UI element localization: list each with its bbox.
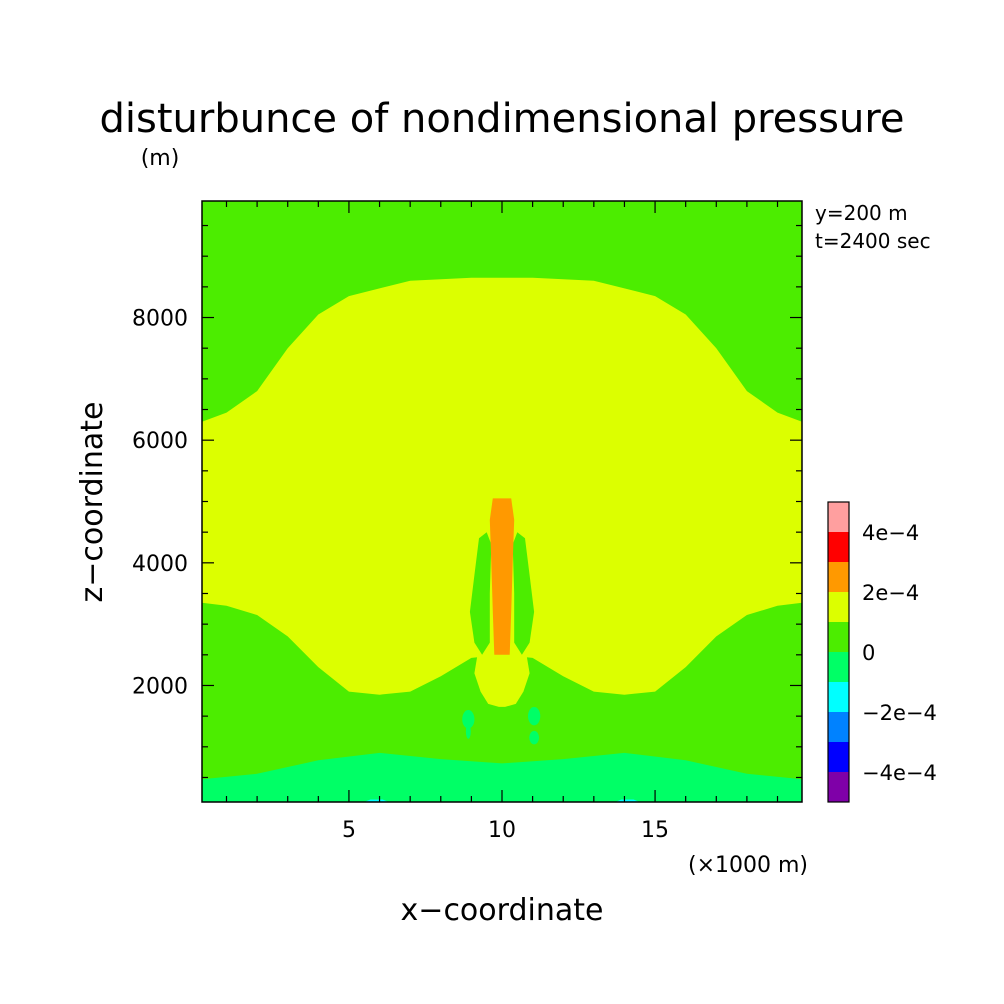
colorbar-swatch	[828, 742, 849, 772]
x-axis-label: x−coordinate	[401, 893, 604, 928]
colorbar-swatch	[828, 562, 849, 592]
contour-region-green-tongue-right	[512, 532, 535, 655]
colorbar-swatch	[828, 592, 849, 622]
colorbar-label: 2e−4	[862, 581, 919, 605]
colorbar-label: −2e−4	[862, 701, 937, 725]
y-axis-label: z−coordinate	[75, 402, 110, 603]
colorbar-swatch	[828, 532, 849, 562]
contour-region-dot-left-lower	[465, 724, 471, 739]
contour-region-center-lower-lobe	[474, 642, 530, 707]
colorbar-label: 0	[862, 641, 875, 665]
x-axis-unit: (×1000 m)	[688, 853, 808, 878]
colorbar-swatch	[828, 682, 849, 712]
info-y-position: y=200 m	[815, 201, 908, 225]
chart-title: disturbunce of nondimensional pressure	[100, 96, 905, 142]
x-tick-label: 5	[342, 818, 356, 843]
colorbar-swatch	[828, 502, 849, 532]
colorbar-label: 4e−4	[862, 521, 919, 545]
colorbar-swatch	[828, 622, 849, 652]
y-tick-label: 2000	[132, 674, 188, 699]
contour-region-upper-positive-dome	[202, 277, 802, 695]
contour-region-central-max-column	[489, 498, 515, 655]
colorbar: −4e−4 −2e−4 0 2e−4 4e−4	[827, 501, 937, 803]
colorbar-frame	[827, 501, 850, 803]
y-tick-label: 6000	[132, 429, 188, 454]
y-tick-label: 4000	[132, 552, 188, 577]
contour-region-green-tongue-left	[469, 532, 492, 655]
contour-region-dot-right-lower	[529, 730, 540, 745]
colorbar-swatch	[828, 772, 849, 802]
contour-plot-area	[202, 201, 802, 802]
info-time: t=2400 sec	[815, 229, 931, 253]
contour-region-near-surface-negative	[202, 752, 802, 802]
colorbar-swatch	[828, 652, 849, 682]
colorbar-swatch	[828, 712, 849, 742]
contour-region-dot-right-upper	[528, 706, 541, 726]
plot-axes: 5 10 15 2000 4000 6000 8000	[132, 200, 803, 843]
y-tick-label: 8000	[132, 307, 188, 332]
y-axis-unit: (m)	[141, 146, 180, 171]
colorbar-label: −4e−4	[862, 761, 937, 785]
x-tick-label: 15	[641, 818, 669, 843]
x-tick-label: 10	[488, 818, 516, 843]
contour-region-dot-left-upper	[462, 710, 475, 729]
